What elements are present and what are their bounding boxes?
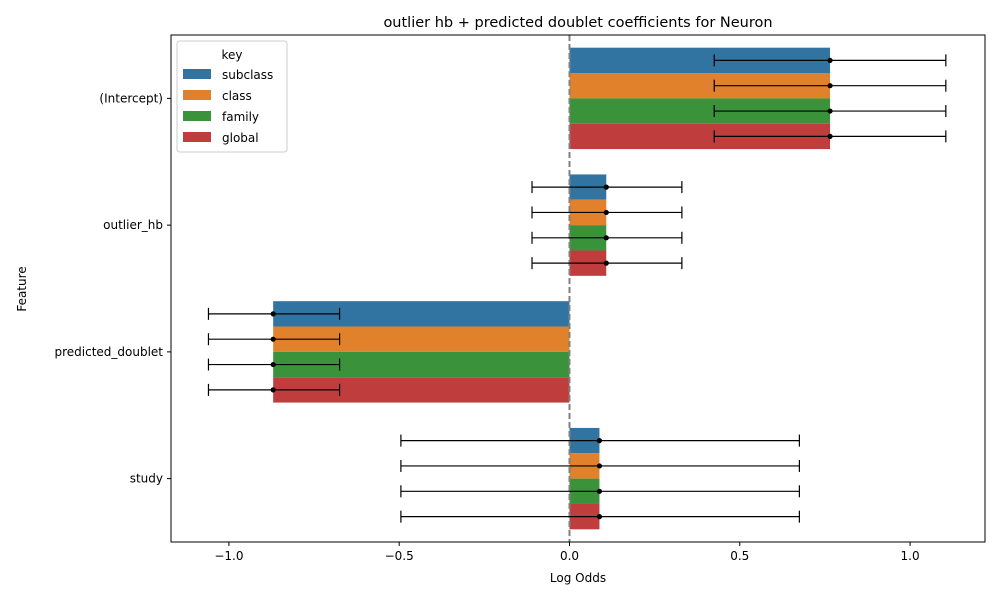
y-tick-label-1: outlier_hb bbox=[103, 218, 163, 232]
y-tick-label-0: (Intercept) bbox=[99, 91, 163, 105]
x-tick-label-0: −1.0 bbox=[214, 549, 243, 563]
point-global-3 bbox=[596, 514, 603, 520]
legend-label-class: class bbox=[222, 89, 252, 103]
point-class-1 bbox=[603, 209, 609, 216]
chart-title: outlier hb + predicted doublet coefficie… bbox=[383, 15, 772, 31]
x-tick-label-1: −0.5 bbox=[385, 549, 414, 563]
point-family-3 bbox=[596, 488, 603, 494]
legend-swatch-subclass bbox=[183, 69, 211, 79]
y-tick-label-3: study bbox=[130, 472, 163, 486]
legend-box bbox=[176, 40, 288, 153]
axes: −1.0 −0.5 0.0 0.5 1.0 (Intercept) outlier_hbpr… bbox=[54, 34, 986, 563]
point-subclass-0 bbox=[827, 57, 833, 63]
x-axis-title: Log Odds bbox=[550, 571, 606, 585]
point-global-2 bbox=[270, 387, 276, 393]
x-tick-label-3: 0.5 bbox=[730, 549, 749, 563]
y-axis-title: Feature bbox=[15, 266, 29, 311]
plot-frame bbox=[170, 34, 986, 543]
point-global-1 bbox=[603, 260, 609, 266]
point-class-0 bbox=[827, 83, 833, 89]
point-subclass-1 bbox=[603, 184, 609, 190]
point-family-0 bbox=[827, 108, 833, 114]
legend-swatch-class bbox=[183, 90, 211, 100]
legend-swatch-family bbox=[183, 111, 211, 121]
legend-label-global: global bbox=[222, 131, 259, 145]
point-family-1 bbox=[603, 235, 609, 241]
legend: key subclass class family global bbox=[176, 40, 288, 153]
point-class-2 bbox=[270, 336, 276, 342]
point-class-3 bbox=[596, 463, 603, 469]
x-tick-label-2: 0.0 bbox=[560, 549, 579, 563]
point-family-2 bbox=[270, 361, 276, 368]
point-subclass-2 bbox=[270, 311, 276, 317]
legend-label-subclass: subclass bbox=[222, 68, 273, 82]
point-subclass-3 bbox=[596, 438, 603, 444]
legend-swatch-global bbox=[183, 132, 211, 142]
legend-label-family: family bbox=[222, 110, 259, 124]
point-global-0 bbox=[827, 133, 833, 139]
x-tick-label-4: 1.0 bbox=[901, 549, 920, 563]
legend-title: key bbox=[221, 48, 242, 62]
y-tick-label-2: predicted_doublet bbox=[54, 345, 163, 359]
plot-area bbox=[207, 35, 947, 542]
